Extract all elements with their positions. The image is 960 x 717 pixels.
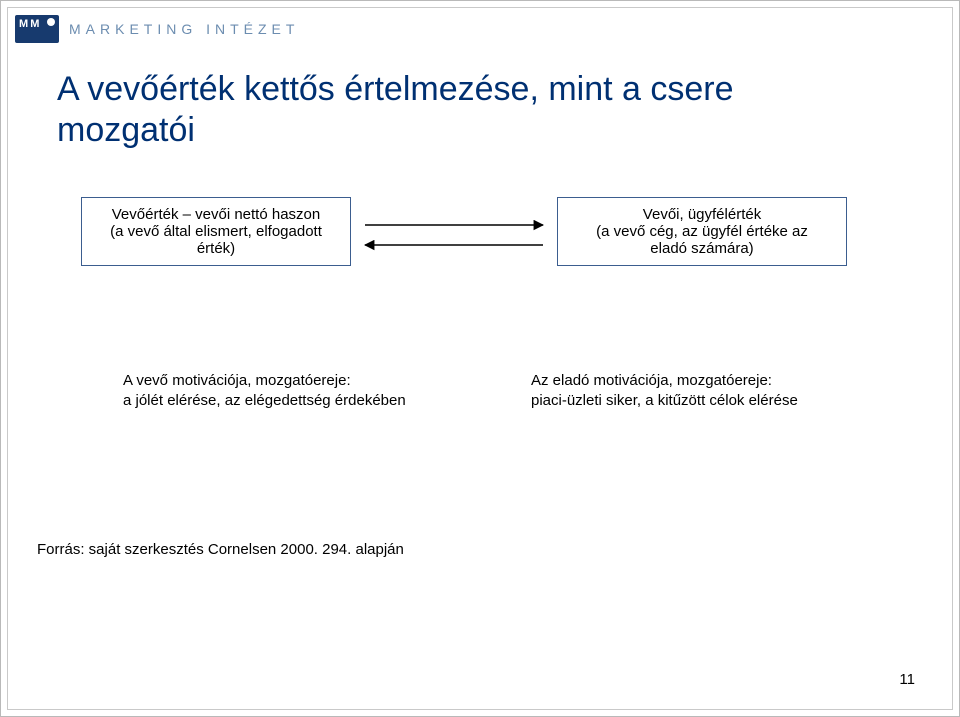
source-citation: Forrás: saját szerkesztés Cornelsen 2000… (37, 541, 404, 558)
box-left-line2: (a vevő által elismert, elfogadott (94, 223, 338, 240)
box-client-value: Vevői, ügyfélérték (a vevő cég, az ügyfé… (557, 197, 847, 266)
box-right-line3: eladó számára) (570, 240, 834, 257)
motiv-right-line2: piaci-üzleti siker, a kitűzött célok elé… (531, 391, 871, 411)
motiv-left-line2: a jólét elérése, az elégedettség érdekéb… (123, 391, 443, 411)
exchange-arrows-icon (361, 217, 547, 253)
box-left-line1: Vevőérték – vevői nettó haszon (94, 206, 338, 223)
logo: M M (15, 15, 59, 43)
slide: M M MARKETING INTÉZET A vevőérték kettős… (0, 0, 960, 717)
box-customer-value: Vevőérték – vevői nettó haszon (a vevő á… (81, 197, 351, 266)
box-right-line1: Vevői, ügyfélérték (570, 206, 834, 223)
logo-text: M M (19, 18, 39, 30)
page-title: A vevőérték kettős értelmezése, mint a c… (57, 69, 857, 151)
motiv-right-line1: Az eladó motivációja, mozgatóereje: (531, 371, 871, 391)
seller-motivation: Az eladó motivációja, mozgatóereje: piac… (531, 371, 871, 412)
buyer-motivation: A vevő motivációja, mozgatóereje: a jólé… (123, 371, 443, 412)
box-right-line2: (a vevő cég, az ügyfél értéke az (570, 223, 834, 240)
brand-label: MARKETING INTÉZET (69, 21, 299, 37)
page-number: 11 (899, 671, 915, 688)
logo-dot-icon (47, 18, 55, 26)
motiv-left-line1: A vevő motivációja, mozgatóereje: (123, 371, 443, 391)
box-left-line3: érték) (94, 240, 338, 257)
header: M M MARKETING INTÉZET (15, 15, 299, 43)
